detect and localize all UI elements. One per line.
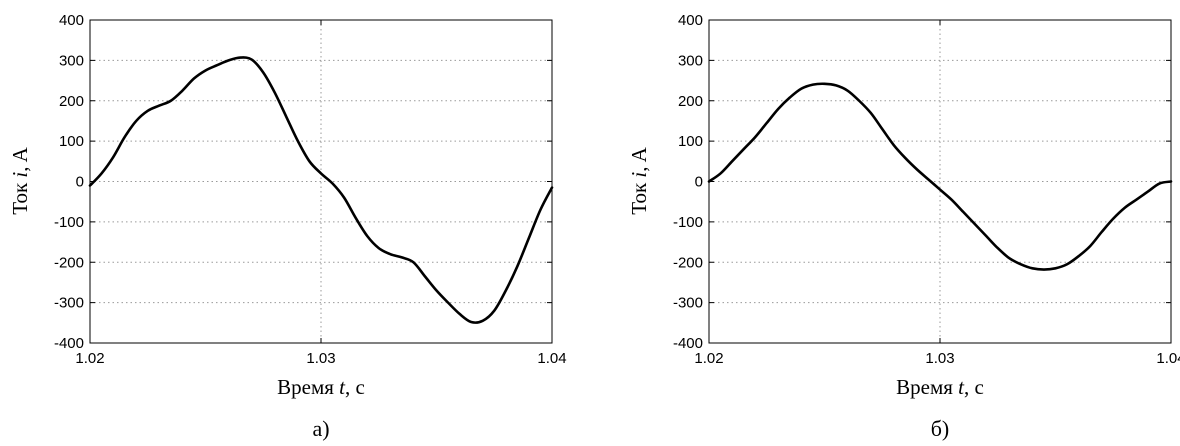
y-tick-label: 400 [678, 12, 703, 29]
x-axis-label-a: Время t, с [277, 375, 365, 399]
y-tick-label: -100 [673, 214, 703, 231]
y-tick-label: 300 [59, 52, 84, 69]
caption-b: б) [931, 416, 950, 441]
chart-panel-b: -400 -300 -200 -100 0 100 200 300 400 1.02 1.03 1.0… [627, 12, 1180, 441]
y-tick-label: 400 [59, 12, 84, 29]
y-tick-label: 100 [59, 133, 84, 150]
caption-a: а) [312, 416, 329, 441]
y-tick-label: 0 [695, 174, 703, 191]
x-tick-label: 1.03 [306, 350, 335, 367]
y-tick-label: -200 [673, 254, 703, 271]
grid-a [90, 20, 552, 343]
y-tick-label: -300 [54, 295, 84, 312]
y-tick-label: 100 [678, 133, 703, 150]
y-tick-label: -100 [54, 214, 84, 231]
y-axis-label-a: Ток i, A [8, 146, 32, 214]
y-axis-label-b: Ток i, A [627, 146, 651, 214]
y-tick-label: -300 [673, 295, 703, 312]
y-tick-label: 300 [678, 52, 703, 69]
y-tick-label: -400 [673, 335, 703, 352]
x-tick-label: 1.03 [925, 350, 954, 367]
series-line-a [88, 56, 554, 324]
x-tick-label: 1.02 [694, 350, 723, 367]
ticks-a: -400 -300 -200 -100 0 100 200 300 400 1.02 1.03 1.0… [54, 12, 567, 367]
y-tick-label: 200 [678, 93, 703, 110]
y-tick-label: 0 [76, 174, 84, 191]
chart-panel-a: -400 -300 -200 -100 0 100 200 300 400 1.02 1.03 1.0… [8, 12, 567, 441]
grid-b [709, 20, 1171, 343]
x-axis-label-b: Время t, с [896, 375, 984, 399]
series-line-b [707, 82, 1173, 271]
y-tick-label: -400 [54, 335, 84, 352]
x-tick-label: 1.04 [1156, 350, 1180, 367]
y-tick-label: 200 [59, 93, 84, 110]
x-tick-label: 1.02 [75, 350, 104, 367]
ticks-b: -400 -300 -200 -100 0 100 200 300 400 1.02 1.03 1.0… [673, 12, 1180, 367]
y-tick-label: -200 [54, 254, 84, 271]
x-tick-label: 1.04 [537, 350, 566, 367]
